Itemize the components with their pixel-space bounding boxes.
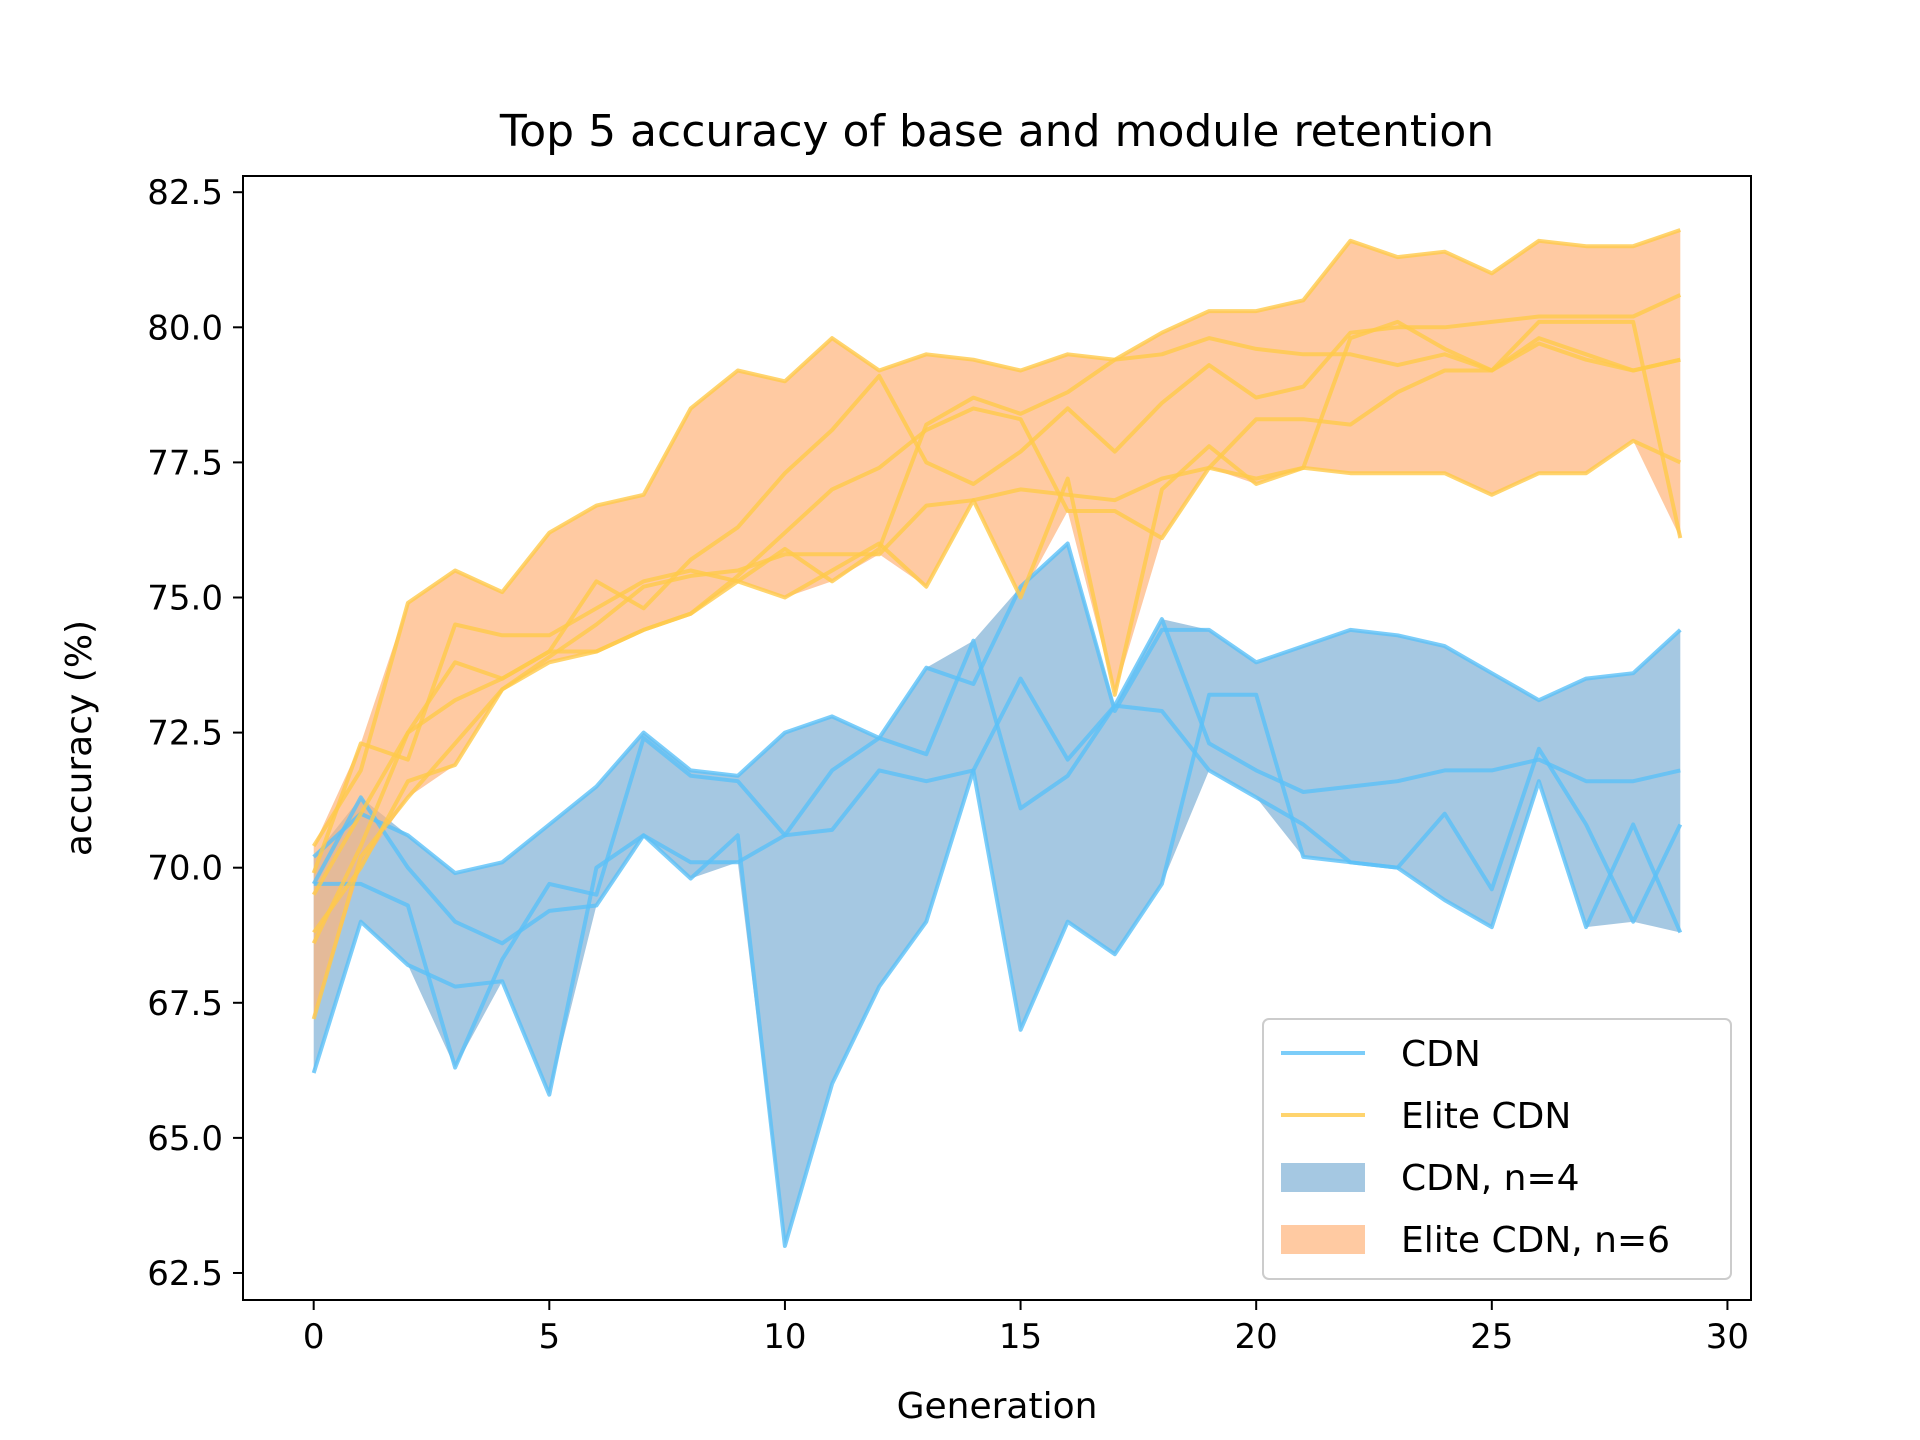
x-tick-label: 5 <box>538 1317 560 1357</box>
elite-cdn-series-line-1 <box>312 228 1681 848</box>
y-tick-label: 75.0 <box>147 579 223 619</box>
y-tick-label: 82.5 <box>147 173 223 213</box>
y-tick-label: 80.0 <box>147 308 223 348</box>
elite-cdn-band <box>313 230 1681 1019</box>
cdn-series-line-4 <box>311 617 1681 1248</box>
y-tick-label: 62.5 <box>147 1254 223 1294</box>
elite-cdn-series-line-2 <box>311 319 1683 874</box>
y-tick-label: 67.5 <box>147 984 223 1024</box>
legend: CDN Elite CDN CDN, n=4 Elite CDN, n=6 <box>1262 1018 1732 1280</box>
x-tick-label: 25 <box>1470 1317 1513 1357</box>
lines-layer <box>311 228 1683 1248</box>
y-axis: 62.5 65.0 67.5 70.0 72.5 75.0 77.5 80.0 82.5 <box>147 173 243 1294</box>
elite-cdn-series-line-5 <box>311 336 1681 945</box>
plot-frame <box>242 175 1752 1301</box>
cdn-series-line-1 <box>312 541 1682 876</box>
y-tick-label: 77.5 <box>147 443 223 483</box>
legend-swatch-elite-cdn-n-6 <box>1281 1225 1365 1254</box>
y-axis-label: accuracy (%) <box>59 620 100 856</box>
legend-label-cdn: CDN <box>1401 1034 1481 1075</box>
chart-title: Top 5 accuracy of base and module retent… <box>499 106 1494 157</box>
legend-swatch-cdn-n-4 <box>1281 1163 1365 1192</box>
elite-cdn-series-line-4 <box>312 438 1682 934</box>
y-tick-label: 65.0 <box>147 1119 223 1159</box>
y-tick-label: 70.0 <box>147 849 223 889</box>
x-axis-label: Generation <box>897 1386 1098 1427</box>
x-tick-label: 30 <box>1706 1317 1749 1357</box>
x-tick-label: 20 <box>1235 1317 1278 1357</box>
x-axis: 0 5 10 15 20 25 30 <box>303 1300 1749 1357</box>
y-tick-label: 72.5 <box>147 714 223 754</box>
legend-label-elite-cdn-n-6: Elite CDN, n=6 <box>1401 1220 1670 1261</box>
elite-cdn-series-line-6 <box>311 336 1681 1020</box>
cdn-series-line-3 <box>313 692 1683 1070</box>
x-tick-label: 0 <box>303 1317 325 1357</box>
x-tick-label: 15 <box>999 1317 1042 1357</box>
legend-frame <box>1262 1018 1732 1280</box>
legend-label-elite-cdn: Elite CDN <box>1401 1096 1571 1137</box>
legend-label-cdn-n-4: CDN, n=4 <box>1401 1158 1580 1199</box>
x-tick-label: 10 <box>763 1317 806 1357</box>
